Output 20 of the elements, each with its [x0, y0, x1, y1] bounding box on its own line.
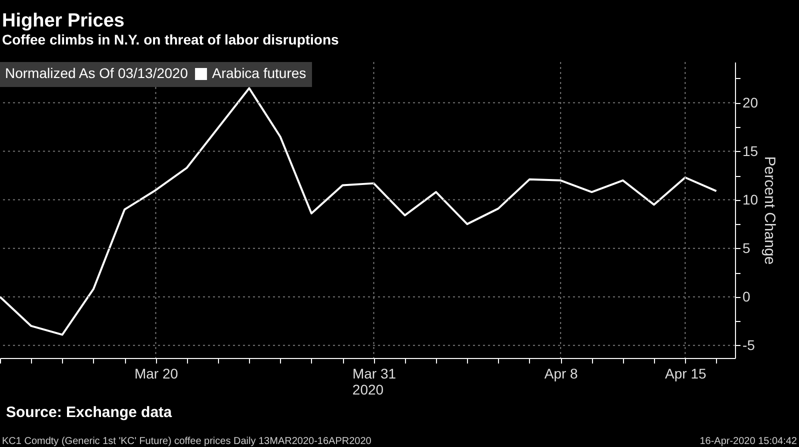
text: 16-Apr-2020 15:04:42 — [700, 436, 798, 447]
text: KC1 Comdty (Generic 1st 'KC' Future) coffee prices Daily 13MAR2020-16APR2020 — [2, 436, 372, 447]
source-note: Source: Exchange data — [6, 404, 173, 421]
y-tick-label: 15 — [742, 142, 758, 159]
line-series — [0, 87, 718, 336]
y-tick-label: 5 — [742, 240, 750, 256]
y-tick-label: 10 — [742, 191, 758, 208]
x-axis-title: 2020 — [352, 382, 384, 398]
x-tick-label: Apr 8 — [544, 366, 578, 382]
legend-title: Normalized As Of 03/13/2020 — [5, 65, 188, 81]
x-tick-label: Mar 20 — [134, 366, 178, 382]
y-tick-label: 0 — [742, 288, 750, 304]
x-tick-label: Apr 15 — [665, 366, 707, 382]
x-tick-label: Mar 31 — [352, 366, 396, 382]
y-axis-title: Percent Change — [761, 156, 778, 265]
chart-title: Higher Prices — [2, 10, 124, 32]
y-tick-label: -5 — [742, 336, 756, 353]
y-tick-label: 20 — [742, 94, 758, 110]
chart-subtitle: Coffee climbs in N.Y. on threat of labor disruptions — [2, 32, 340, 48]
legend-label: Arabica futures — [212, 65, 306, 81]
